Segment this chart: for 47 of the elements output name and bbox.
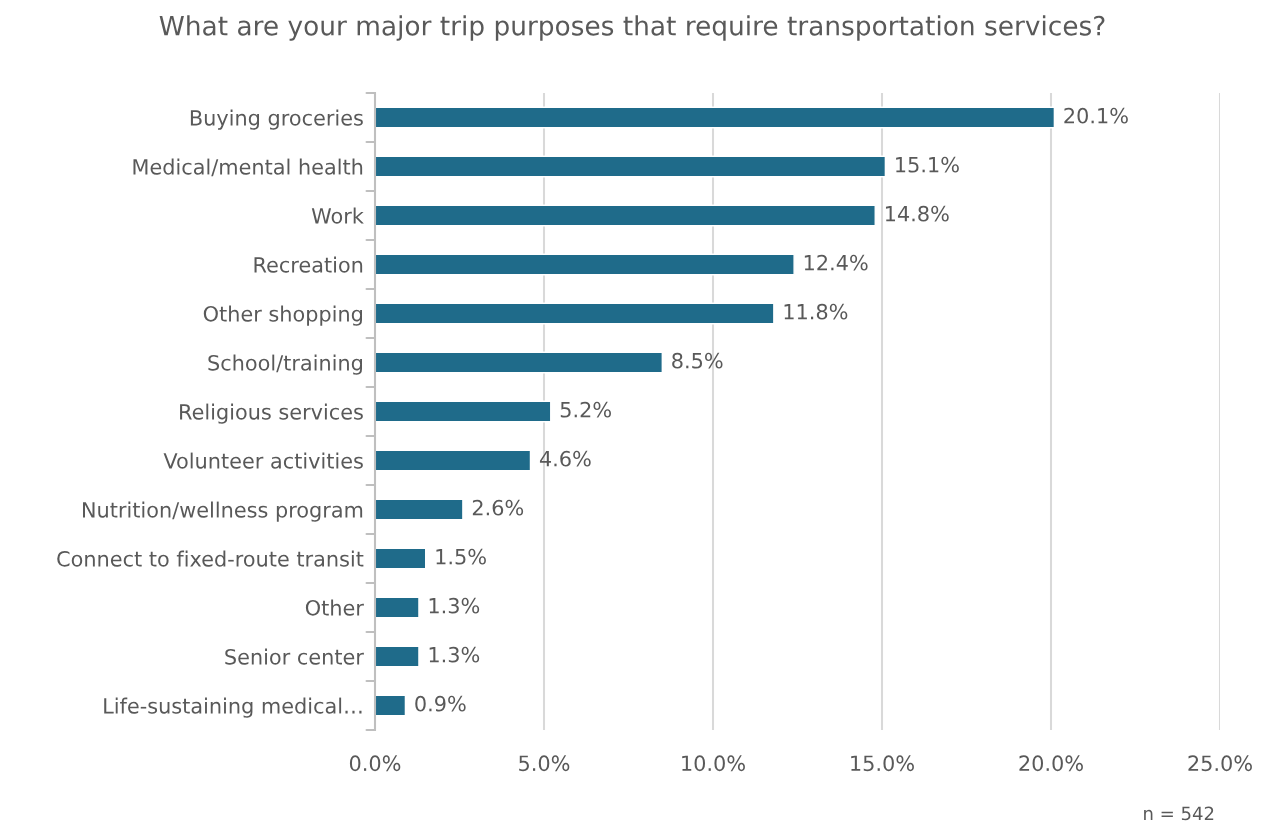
- y-tick-label: Nutrition/wellness program: [83, 501, 363, 522]
- data-label: 1.3%: [429, 646, 480, 663]
- y-tick-label: Buying groceries: [190, 109, 363, 130]
- bar: [375, 253, 795, 276]
- y-tick-label: School/training: [208, 354, 362, 375]
- bar: [375, 498, 464, 521]
- data-label: 4.6%: [539, 450, 591, 467]
- y-tick-label: Work: [311, 207, 364, 224]
- data-label: 14.8%: [885, 205, 949, 222]
- y-tick-label: Volunteer activities: [163, 452, 363, 469]
- bar: [375, 155, 887, 178]
- y-tick-label: Recreation: [254, 256, 363, 273]
- bar: [375, 645, 420, 668]
- text: n = 542: [1144, 806, 1214, 821]
- y-tick-label: Senior center: [225, 648, 364, 665]
- data-label: 20.1%: [1064, 107, 1128, 124]
- bar: [375, 106, 1056, 129]
- x-tick-label: 15.0%: [851, 755, 914, 772]
- bar: [375, 694, 407, 717]
- x-tick-label: 5.0%: [519, 755, 570, 772]
- x-tick-label: 25.0%: [1188, 755, 1252, 772]
- y-tick-label: Other: [305, 599, 364, 616]
- data-label: 1.5%: [436, 548, 486, 565]
- bar: [375, 596, 420, 619]
- data-label: 15.1%: [896, 156, 959, 173]
- data-label: 11.8%: [784, 303, 848, 320]
- data-label: 0.9%: [415, 695, 466, 712]
- x-tick-label: 10.0%: [682, 755, 745, 772]
- data-label: 12.4%: [804, 254, 868, 271]
- bar: [375, 449, 532, 472]
- data-label: 2.6%: [472, 499, 524, 516]
- y-tick-label: Connect to fixed-route transit: [57, 550, 364, 567]
- y-tick-label: Other shopping: [203, 305, 362, 326]
- data-label: 8.5%: [672, 352, 723, 369]
- data-label: 5.2%: [560, 401, 611, 418]
- y-tick-label: Life-sustaining medical…: [104, 697, 362, 718]
- bar: [375, 351, 663, 374]
- bar: [375, 547, 427, 570]
- chart-title: What are your major trip purposes that require transportation services?: [159, 15, 1105, 41]
- y-tick-label: Medical/mental health: [133, 158, 363, 177]
- bar: [375, 400, 552, 423]
- bar: [375, 302, 775, 325]
- bar: [375, 204, 876, 227]
- x-tick-label: 20.0%: [1019, 755, 1083, 772]
- x-tick-label: 0.0%: [349, 755, 401, 772]
- data-label: 1.3%: [429, 597, 480, 614]
- y-tick-label: Religious services: [180, 403, 363, 424]
